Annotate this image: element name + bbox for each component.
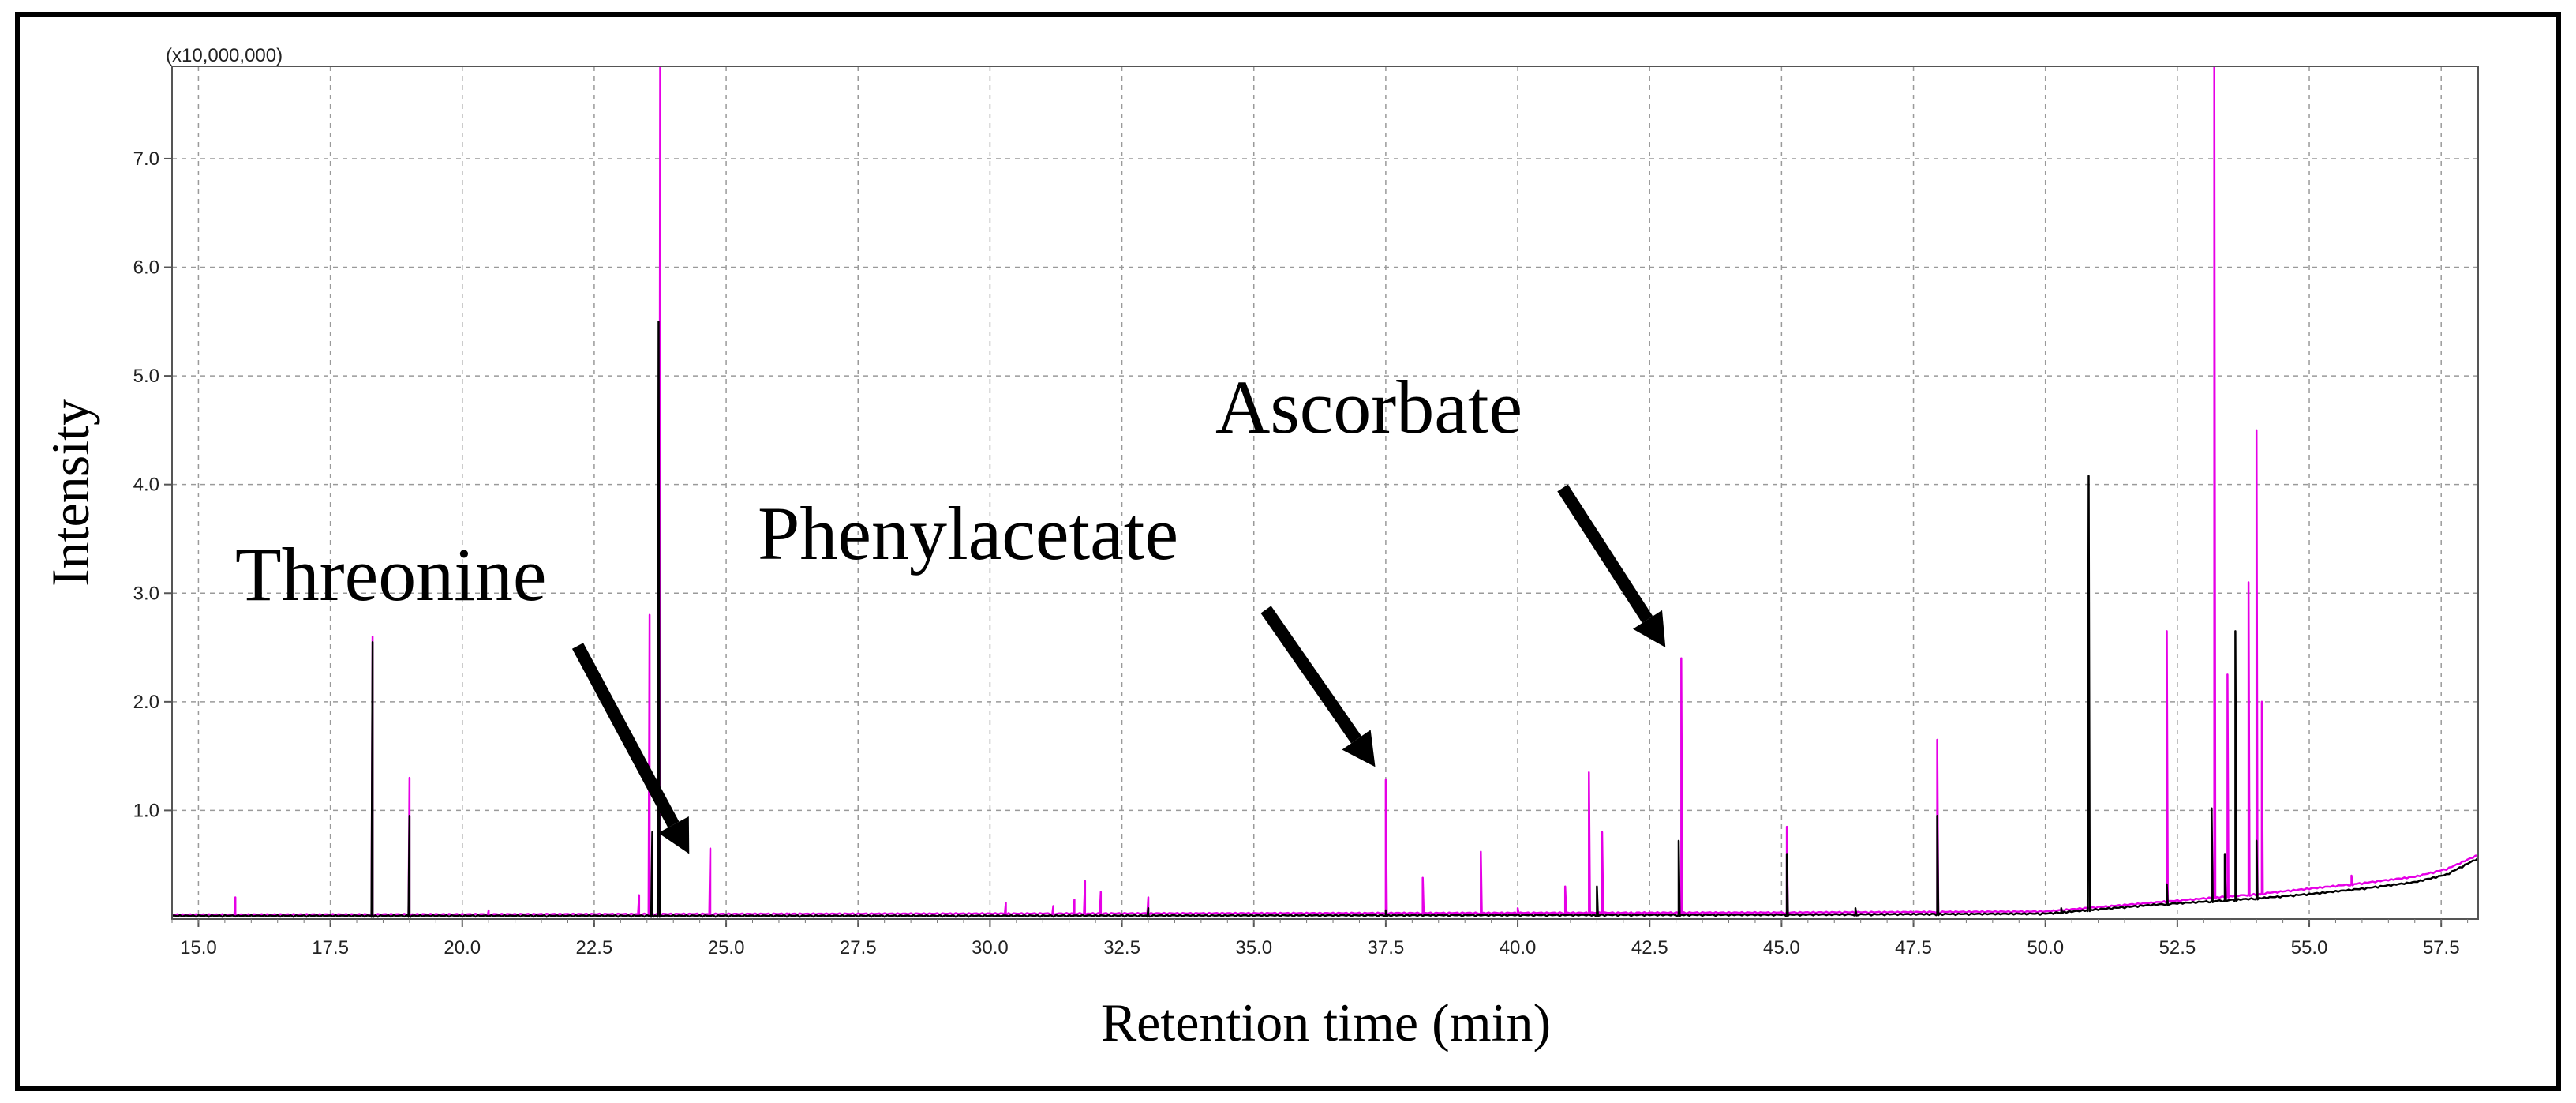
x-tick-label: 22.5 — [576, 937, 613, 959]
outer-frame — [15, 12, 2561, 1091]
x-tick-label: 30.0 — [972, 937, 1009, 959]
x-axis: 15.0 17.5 20.0 22.5 25.0 27.5 30.0 32.5 35.0 37.5… — [171, 919, 2469, 959]
y-tick-label: 1.0 — [133, 800, 159, 821]
annotation-arrow-shaft — [1557, 484, 1653, 624]
series-group — [172, 66, 2478, 918]
x-tick-label: 47.5 — [1895, 937, 1932, 959]
x-tick-label: 20.0 — [444, 937, 481, 959]
y-axis: 1.0 2.0 3.0 4.0 5.0 6.0 7.0 — [133, 148, 172, 821]
annotation-arrow-head — [658, 816, 690, 854]
annotation-label: Threonine — [235, 532, 547, 617]
grid — [172, 66, 2478, 919]
series-line-magenta — [172, 66, 2478, 917]
x-tick-label: 25.0 — [708, 937, 745, 959]
y-scale-label: (x10,000,000) — [166, 45, 283, 66]
annotation-arrow-head — [1633, 610, 1666, 648]
annotation-label: Ascorbate — [1215, 365, 1522, 449]
x-tick-label: 50.0 — [2027, 937, 2064, 959]
y-axis-title: Intensity — [40, 399, 100, 587]
x-tick-label: 37.5 — [1368, 937, 1405, 959]
x-tick-label: 57.5 — [2423, 937, 2460, 959]
x-tick-label: 42.5 — [1631, 937, 1668, 959]
x-tick-label: 27.5 — [840, 937, 877, 959]
annotation-arrow-shaft — [571, 643, 680, 828]
x-tick-label: 40.0 — [1500, 937, 1537, 959]
x-axis-title: Retention time (min) — [1101, 992, 1551, 1052]
y-tick-label: 5.0 — [133, 366, 159, 387]
plot-area-border — [171, 66, 2479, 920]
y-tick-label: 6.0 — [133, 257, 159, 279]
x-tick-label: 52.5 — [2159, 937, 2196, 959]
annotation-arrow-head — [1342, 730, 1376, 767]
x-tick-label: 15.0 — [180, 937, 217, 959]
x-tick-label: 45.0 — [1763, 937, 1800, 959]
annotation-arrow-shaft — [1260, 606, 1362, 744]
y-tick-label: 7.0 — [133, 148, 159, 170]
series-line-black — [172, 321, 2478, 918]
y-tick-label: 3.0 — [133, 583, 159, 604]
annotations: Threonine Phenylacetate Ascorbate — [235, 365, 1666, 854]
x-tick-label: 35.0 — [1235, 937, 1272, 959]
x-tick-label: 32.5 — [1103, 937, 1140, 959]
y-tick-label: 4.0 — [133, 475, 159, 496]
series-black — [172, 321, 2478, 918]
annotation-label: Phenylacetate — [758, 491, 1178, 576]
x-tick-label: 55.0 — [2291, 937, 2328, 959]
y-tick-label: 2.0 — [133, 692, 159, 713]
series-magenta — [172, 66, 2478, 917]
x-tick-label: 17.5 — [312, 937, 349, 959]
